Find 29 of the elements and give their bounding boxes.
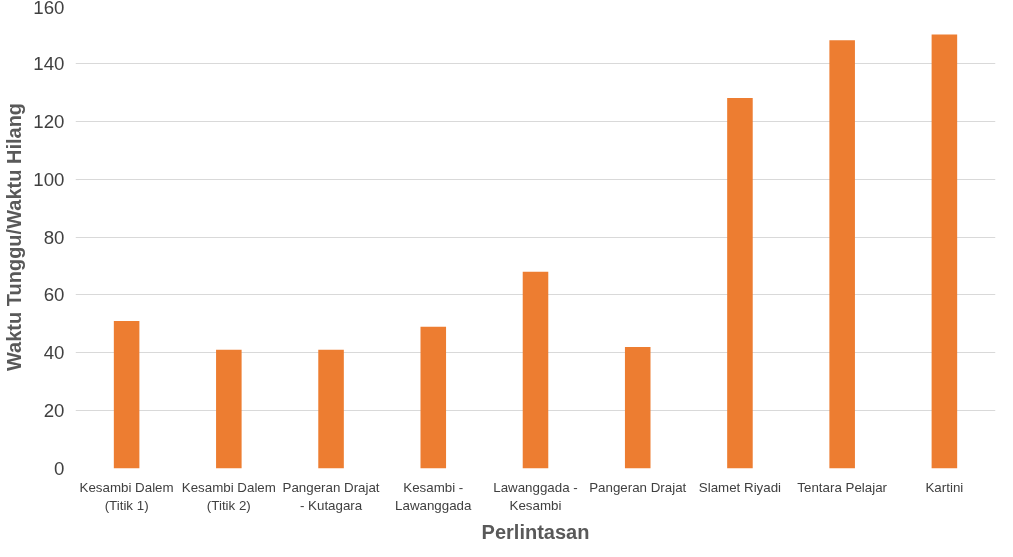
bar xyxy=(829,40,855,469)
bar xyxy=(113,320,140,469)
x-tick-label: Lawanggada - Kesambi xyxy=(493,479,578,513)
bar xyxy=(216,349,242,469)
y-tick-label: 140 xyxy=(33,52,65,74)
y-tick-label: 40 xyxy=(43,342,65,364)
x-tick-label: Kesambi - Lawanggada xyxy=(395,479,473,513)
bar xyxy=(318,349,344,469)
bar xyxy=(522,271,549,469)
x-tick-label: Pangeran Drajat - Kutagara xyxy=(282,479,380,513)
y-tick-label: 160 xyxy=(33,0,65,18)
y-tick-label: 80 xyxy=(43,226,65,248)
x-tick-label: Kesambi Dalem (Titik 1) xyxy=(79,479,174,513)
y-tick-label: 20 xyxy=(43,400,65,422)
x-tick-label: Pangeran Drajat xyxy=(589,479,687,495)
x-tick-label: Tentara Pelajar xyxy=(797,479,888,495)
y-tick-label: 0 xyxy=(54,458,65,479)
bar xyxy=(420,326,447,469)
bar xyxy=(727,98,753,469)
x-tick-label: Kesambi Dalem (Titik 2) xyxy=(181,479,276,513)
bar xyxy=(624,346,651,469)
x-axis-title: Perlintasan xyxy=(481,520,590,543)
y-tick-label: 100 xyxy=(33,168,65,190)
y-tick-label: 60 xyxy=(43,284,65,306)
x-tick-label: Slamet Riyadi xyxy=(698,479,782,495)
y-tick-label: 120 xyxy=(33,110,65,132)
y-axis-title: Waktu Tunggu/Waktu Hilang xyxy=(3,102,26,372)
x-tick-label: Kartini xyxy=(925,479,964,495)
bar xyxy=(931,34,958,469)
